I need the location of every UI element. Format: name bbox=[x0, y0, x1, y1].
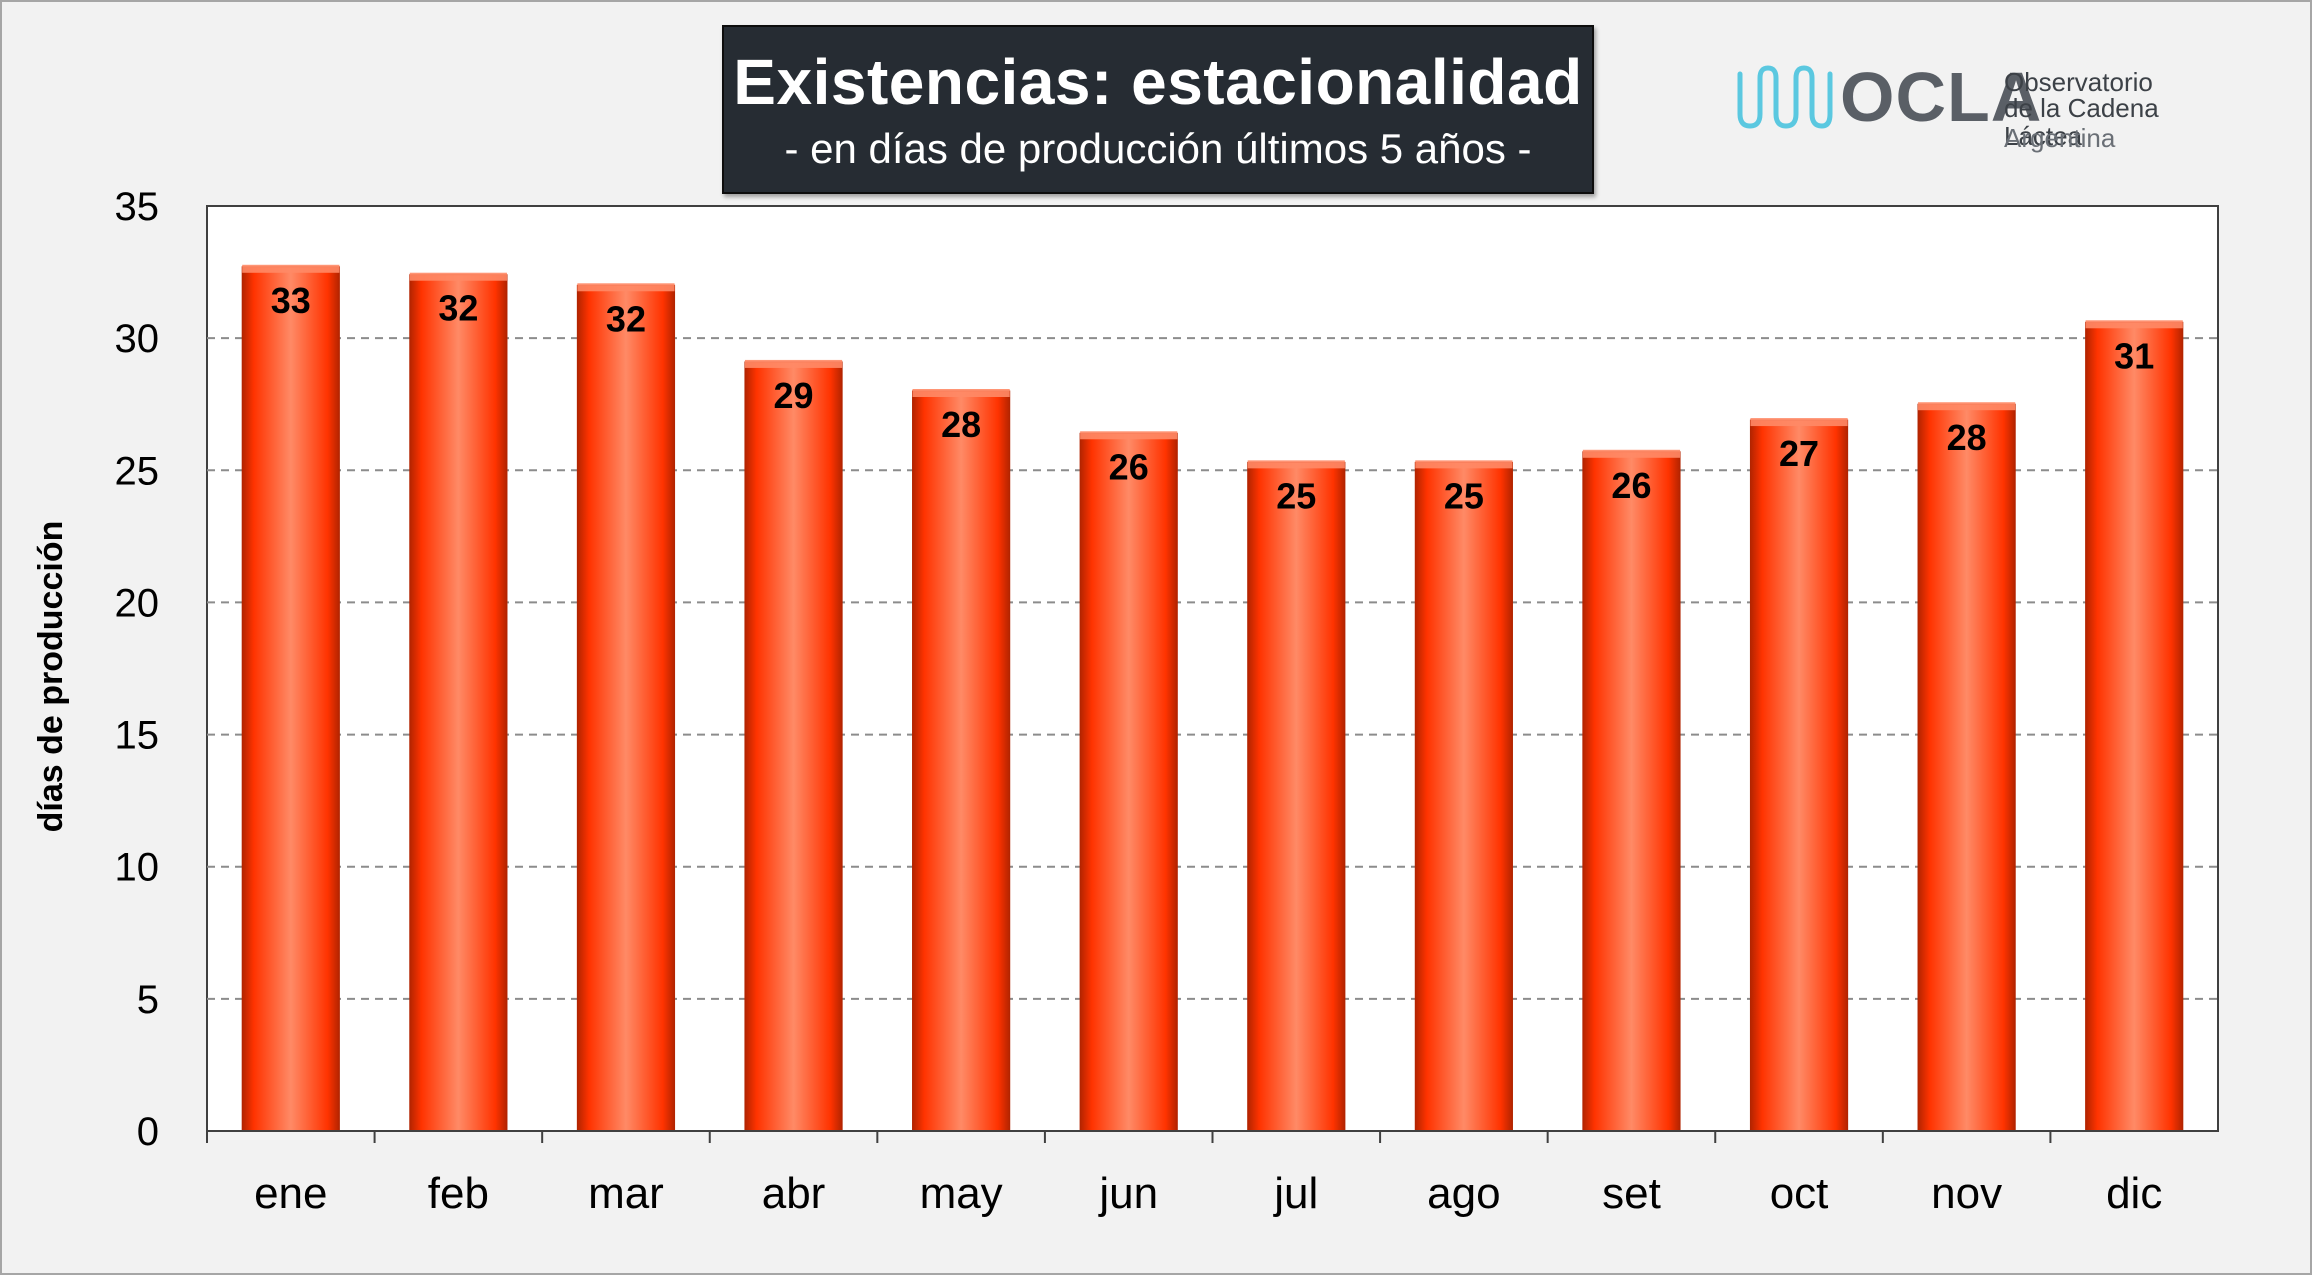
data-label: 27 bbox=[1779, 433, 1819, 474]
data-label: 28 bbox=[1947, 417, 1987, 458]
bar-cap bbox=[1582, 449, 1681, 458]
bar bbox=[241, 266, 340, 1132]
x-tick-label: feb bbox=[428, 1169, 489, 1218]
bar bbox=[1582, 451, 1681, 1132]
y-tick-label: 5 bbox=[137, 978, 159, 1022]
logo-line-1: Observatorio bbox=[2004, 67, 2153, 97]
bar bbox=[744, 361, 843, 1132]
x-tick-label: mar bbox=[588, 1169, 664, 1218]
x-tick-label: jun bbox=[1097, 1169, 1158, 1218]
data-label: 32 bbox=[438, 288, 478, 329]
x-tick-label: ago bbox=[1427, 1169, 1500, 1218]
y-tick-label: 10 bbox=[115, 846, 160, 890]
x-tick-label: oct bbox=[1770, 1169, 1829, 1218]
chart-title-box: Existencias: estacionalidad - en días de… bbox=[722, 25, 1594, 194]
bar bbox=[912, 390, 1011, 1132]
bar-cap bbox=[409, 272, 507, 281]
data-label: 33 bbox=[271, 280, 311, 321]
x-tick-label: ene bbox=[254, 1169, 327, 1218]
data-label: 26 bbox=[1109, 446, 1149, 487]
x-tick-label: set bbox=[1602, 1169, 1661, 1218]
bar-cap bbox=[912, 389, 1010, 397]
bar bbox=[576, 284, 676, 1132]
plot-area bbox=[206, 205, 2219, 1132]
bars bbox=[241, 264, 2184, 1132]
bar bbox=[1247, 461, 1346, 1132]
y-tick-label: 30 bbox=[115, 317, 160, 361]
bar-cap bbox=[2085, 320, 2183, 329]
bar bbox=[1079, 432, 1178, 1132]
y-tick-label: 35 bbox=[115, 185, 160, 229]
y-axis-title: días de producción bbox=[32, 521, 70, 833]
bar bbox=[1917, 403, 2016, 1132]
x-tick-label: abr bbox=[762, 1169, 826, 1218]
data-label: 28 bbox=[941, 404, 981, 445]
data-labels: 33 32 32 29 28 26 25 25 26 27 28 31 bbox=[271, 280, 2154, 517]
bar-cap bbox=[1247, 460, 1345, 469]
x-tick-label: jul bbox=[1272, 1169, 1318, 1218]
bar-cap bbox=[1415, 460, 1513, 469]
wave-icon bbox=[1737, 65, 1833, 129]
x-axis-ticks: ene feb mar abr may jun jul ago set oct nov dic bbox=[206, 1131, 2162, 1218]
y-tick-label: 25 bbox=[115, 449, 160, 493]
chart-subtitle: - en días de producción últimos 5 años - bbox=[784, 125, 1532, 172]
bar bbox=[1749, 419, 1849, 1132]
data-label: 25 bbox=[1276, 475, 1316, 516]
bar bbox=[1414, 461, 1513, 1132]
x-tick-label: may bbox=[920, 1169, 1003, 1218]
y-tick-label: 20 bbox=[115, 581, 160, 625]
bar-cap bbox=[1080, 431, 1178, 440]
bar-cap bbox=[744, 359, 843, 368]
bar-cap bbox=[1918, 402, 2016, 411]
logo-line-2: de la Cadena Láctea bbox=[2004, 93, 2159, 151]
data-label: 32 bbox=[606, 298, 646, 339]
bar-cap bbox=[1750, 418, 1848, 427]
logo-line-3: Argentina bbox=[2004, 123, 2116, 153]
y-tick-label: 0 bbox=[137, 1110, 159, 1154]
logo-wordmark: OCLA bbox=[1840, 58, 2043, 136]
data-label: 26 bbox=[1611, 465, 1651, 506]
data-label: 31 bbox=[2114, 335, 2154, 376]
y-axis-ticks: 0 5 10 15 20 25 30 35 bbox=[115, 185, 160, 1154]
y-tick-label: 15 bbox=[115, 714, 160, 758]
data-label: 29 bbox=[774, 375, 814, 416]
data-label: 25 bbox=[1444, 475, 1484, 516]
x-tick-label: nov bbox=[1931, 1169, 2002, 1218]
bar bbox=[409, 274, 508, 1132]
bar-cap bbox=[242, 264, 340, 273]
bar bbox=[2085, 321, 2184, 1132]
chart-title: Existencias: estacionalidad bbox=[733, 46, 1583, 118]
x-tick-label: dic bbox=[2106, 1169, 2162, 1218]
bar-cap bbox=[577, 283, 675, 292]
ocla-logo: OCLA Observatorio de la Cadena Láctea Ar… bbox=[1736, 56, 2216, 166]
